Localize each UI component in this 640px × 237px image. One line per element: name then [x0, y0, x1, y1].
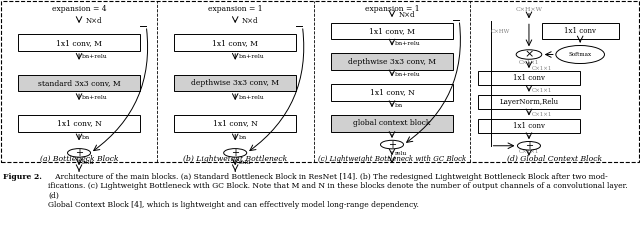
FancyBboxPatch shape — [478, 118, 580, 133]
Text: relu: relu — [83, 160, 95, 165]
Text: bn: bn — [83, 135, 90, 140]
Text: (a) Bottleneck Block: (a) Bottleneck Block — [40, 155, 118, 163]
Text: depthwise 3x3 conv, M: depthwise 3x3 conv, M — [191, 79, 279, 87]
Text: C×1×1: C×1×1 — [532, 66, 552, 71]
Circle shape — [380, 140, 404, 149]
Text: C×H×W: C×H×W — [515, 7, 543, 12]
FancyBboxPatch shape — [18, 34, 140, 51]
Text: (c) Lightweight Bottleneck with GC Block: (c) Lightweight Bottleneck with GC Block — [318, 155, 466, 163]
Text: +: + — [525, 141, 533, 151]
FancyBboxPatch shape — [332, 53, 453, 70]
Text: bn: bn — [396, 103, 403, 108]
FancyBboxPatch shape — [478, 95, 580, 109]
FancyBboxPatch shape — [18, 115, 140, 132]
Text: bn+relu: bn+relu — [239, 95, 264, 100]
FancyBboxPatch shape — [332, 115, 453, 132]
Text: bn: bn — [239, 135, 246, 140]
Text: relu: relu — [396, 151, 408, 156]
Text: C×1×1: C×1×1 — [519, 149, 539, 154]
Text: N×d: N×d — [242, 17, 258, 25]
Text: expansion = 4: expansion = 4 — [52, 5, 106, 14]
Text: 1×H×W: 1×H×W — [637, 28, 640, 33]
Circle shape — [224, 149, 247, 157]
Text: +: + — [231, 148, 239, 158]
Text: relu: relu — [239, 160, 251, 165]
Text: 1x1 conv, M: 1x1 conv, M — [212, 39, 258, 47]
Text: bn+relu: bn+relu — [396, 41, 421, 46]
Text: N×d: N×d — [86, 17, 102, 25]
Text: C×1×1: C×1×1 — [532, 112, 552, 117]
FancyBboxPatch shape — [332, 23, 453, 39]
FancyBboxPatch shape — [478, 71, 580, 85]
Text: LayerNorm,Relu: LayerNorm,Relu — [499, 98, 559, 106]
Text: 1x1 conv, M: 1x1 conv, M — [56, 39, 102, 47]
Circle shape — [68, 149, 91, 157]
Text: global context block: global context block — [353, 119, 431, 127]
Text: (b) Lightweight Bottleneck: (b) Lightweight Bottleneck — [183, 155, 287, 163]
Text: ×: × — [524, 50, 534, 59]
FancyBboxPatch shape — [541, 23, 619, 38]
Text: bn+relu: bn+relu — [83, 54, 108, 59]
Text: bn+relu: bn+relu — [83, 95, 108, 100]
FancyBboxPatch shape — [174, 34, 296, 51]
Text: Softmax: Softmax — [568, 52, 592, 57]
Circle shape — [518, 141, 540, 150]
FancyBboxPatch shape — [332, 84, 453, 101]
Circle shape — [556, 46, 605, 64]
Text: (d) Global Context Block: (d) Global Context Block — [507, 155, 602, 163]
Text: C×HW: C×HW — [490, 29, 510, 35]
Text: N×d: N×d — [398, 11, 415, 19]
Text: C×1×1: C×1×1 — [519, 60, 539, 65]
Text: +: + — [388, 140, 396, 150]
Circle shape — [516, 50, 541, 59]
FancyBboxPatch shape — [174, 115, 296, 132]
Text: expansion = 1: expansion = 1 — [365, 5, 419, 14]
Text: 1x1 conv: 1x1 conv — [513, 122, 545, 130]
Text: bn+relu: bn+relu — [396, 72, 421, 77]
Text: +: + — [75, 148, 83, 158]
Text: Figure 2.: Figure 2. — [3, 173, 42, 181]
Text: 1x1 conv, N: 1x1 conv, N — [369, 88, 415, 96]
Text: 1x1 conv, N: 1x1 conv, N — [212, 119, 258, 127]
FancyBboxPatch shape — [18, 75, 140, 91]
Text: 1x1 conv: 1x1 conv — [513, 74, 545, 82]
Text: 1x1 conv, M: 1x1 conv, M — [369, 27, 415, 35]
Text: C×1×1: C×1×1 — [532, 88, 552, 93]
Text: standard 3x3 conv, M: standard 3x3 conv, M — [38, 79, 120, 87]
Text: bn+relu: bn+relu — [239, 54, 264, 59]
Text: 1x1 conv, N: 1x1 conv, N — [56, 119, 102, 127]
Text: Architecture of the main blocks. (a) Standard Bottleneck Block in ResNet [14]. (: Architecture of the main blocks. (a) Sta… — [48, 173, 628, 209]
Text: 1x1 conv: 1x1 conv — [564, 27, 596, 35]
Text: depthwise 3x3 conv, M: depthwise 3x3 conv, M — [348, 58, 436, 66]
FancyBboxPatch shape — [174, 75, 296, 91]
Text: expansion = 1: expansion = 1 — [208, 5, 262, 14]
